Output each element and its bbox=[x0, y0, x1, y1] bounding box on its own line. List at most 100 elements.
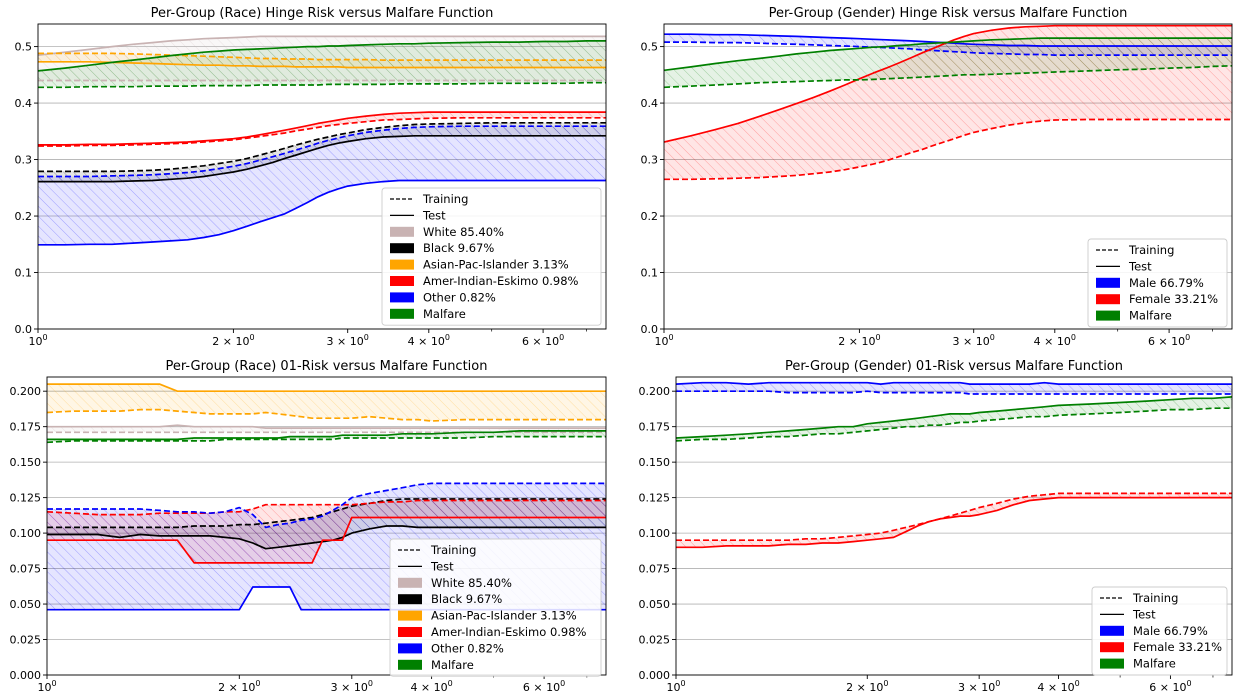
x-tick-label: 3 × 100 bbox=[958, 679, 1000, 691]
legend-swatch-female bbox=[1096, 294, 1120, 305]
axes-frame bbox=[46, 376, 607, 676]
line-female-test bbox=[664, 24, 1232, 143]
legend-label: Asian-Pac-Islander 3.13% bbox=[423, 258, 569, 272]
y-tick-label: 0.5 bbox=[641, 41, 659, 54]
legend-label: Malfare bbox=[1129, 309, 1172, 323]
line-black-training bbox=[38, 121, 606, 173]
x-tick-label: 2 × 100 bbox=[846, 679, 888, 691]
line-asian-pac-islander-test bbox=[38, 60, 606, 69]
legend-box bbox=[1087, 238, 1228, 328]
chart-title: Per-Group (Gender) 01-Risk versus Malfar… bbox=[785, 359, 1123, 374]
legend: Training Test White 85.40% Black 9.67% Asian… bbox=[381, 187, 602, 326]
legend-label: Test bbox=[422, 208, 446, 222]
line-other-training bbox=[47, 482, 606, 529]
y-tick-label: 0.0 bbox=[15, 323, 33, 336]
y-tick-label: 0.050 bbox=[10, 598, 42, 611]
legend-label: Black 9.67% bbox=[423, 241, 494, 255]
line-malfare-training bbox=[38, 81, 606, 89]
y-tick-label: 0.125 bbox=[639, 492, 671, 505]
legend-label: Female 33.21% bbox=[1133, 640, 1222, 654]
line-male-training bbox=[676, 390, 1232, 395]
y-tick-label: 0.100 bbox=[639, 527, 671, 540]
x-tick-label: 2 × 100 bbox=[218, 679, 260, 691]
y-tick-label: 0.4 bbox=[641, 97, 659, 110]
line-asian-pac-islander-test bbox=[47, 383, 606, 393]
chart-title: Per-Group (Race) 01-Risk versus Malfare … bbox=[166, 359, 488, 374]
line-malfare-test bbox=[676, 396, 1232, 439]
legend-swatch-asian-pac-islander bbox=[390, 259, 414, 270]
line-male-test bbox=[664, 33, 1232, 47]
line-malfare-test bbox=[38, 40, 606, 72]
legend-swatch-black bbox=[398, 594, 422, 605]
chart-panel-3: Per-Group (Race) 01-Risk versus Malfare … bbox=[10, 359, 607, 691]
x-tick-label: 100 bbox=[28, 333, 47, 348]
legend-box bbox=[389, 538, 602, 677]
legend-label: White 85.40% bbox=[431, 576, 512, 590]
legend-label: Amer-Indian-Eskimo 0.98% bbox=[423, 274, 579, 288]
y-tick-label: 0.025 bbox=[639, 634, 671, 647]
x-tick-label: 4 × 100 bbox=[410, 679, 452, 691]
line-white-test bbox=[38, 35, 606, 56]
x-tick-label: 100 bbox=[666, 679, 685, 691]
legend-label: Amer-Indian-Eskimo 0.98% bbox=[431, 625, 587, 639]
y-tick-label: 0.150 bbox=[10, 456, 42, 469]
x-tick-label: 3 × 100 bbox=[331, 679, 373, 691]
line-malfare-test bbox=[664, 37, 1232, 72]
line-black-test bbox=[47, 525, 606, 550]
band-malfare bbox=[664, 38, 1232, 88]
line-male-test bbox=[676, 381, 1232, 385]
legend-label: Test bbox=[430, 559, 454, 573]
legend-swatch-white bbox=[390, 226, 414, 237]
legend-swatch-asian-pac-islander bbox=[398, 610, 422, 621]
x-tick-label: 6 × 100 bbox=[1148, 333, 1190, 348]
x-tick-label: 4 × 100 bbox=[1037, 679, 1079, 691]
x-tick-label: 4 × 100 bbox=[1034, 333, 1076, 348]
line-amer-indian-eskimo-training bbox=[47, 499, 606, 516]
y-tick-label: 0.5 bbox=[15, 41, 33, 54]
axes-frame bbox=[663, 23, 1233, 330]
legend-swatch-malfare bbox=[390, 308, 414, 319]
line-malfare-training bbox=[664, 64, 1232, 89]
x-tick-label: 2 × 100 bbox=[838, 333, 880, 348]
y-tick-label: 0.175 bbox=[639, 421, 671, 434]
chart-title: Per-Group (Race) Hinge Risk versus Malfa… bbox=[151, 6, 494, 21]
legend-swatch-other bbox=[390, 292, 414, 303]
chart-panel-1: Per-Group (Race) Hinge Risk versus Malfa… bbox=[15, 6, 607, 348]
line-female-training bbox=[664, 118, 1232, 181]
x-tick-label: 2 × 100 bbox=[212, 333, 254, 348]
legend-label: Male 66.79% bbox=[1133, 624, 1208, 638]
legend-label: Female 33.21% bbox=[1129, 292, 1218, 306]
y-tick-label: 0.3 bbox=[641, 154, 659, 167]
legend-swatch-other bbox=[398, 643, 422, 654]
chart-panel-2: Per-Group (Gender) Hinge Risk versus Mal… bbox=[641, 6, 1233, 348]
x-tick-label: 6 × 100 bbox=[523, 679, 565, 691]
x-tick-label: 4 × 100 bbox=[408, 333, 450, 348]
band-male bbox=[676, 382, 1232, 394]
chart-title: Per-Group (Gender) Hinge Risk versus Mal… bbox=[769, 6, 1128, 21]
legend-swatch-amer-indian-eskimo bbox=[390, 276, 414, 286]
y-tick-label: 0.125 bbox=[10, 492, 42, 505]
line-other-training bbox=[38, 125, 606, 178]
legend-swatch-malfare bbox=[398, 659, 422, 670]
y-tick-label: 0.4 bbox=[15, 97, 33, 110]
y-tick-label: 0.1 bbox=[15, 267, 33, 280]
legend-label: Test bbox=[1128, 259, 1152, 273]
line-amer-indian-eskimo-test bbox=[47, 516, 606, 564]
y-tick-label: 0.150 bbox=[639, 456, 671, 469]
line-asian-pac-islander-training bbox=[47, 408, 606, 422]
y-tick-label: 0.025 bbox=[10, 634, 42, 647]
legend-swatch-white bbox=[398, 577, 422, 588]
legend-label: Male 66.79% bbox=[1129, 276, 1204, 290]
legend-label: Training bbox=[430, 543, 476, 557]
y-tick-label: 0.100 bbox=[10, 527, 42, 540]
x-tick-label: 6 × 100 bbox=[522, 333, 564, 348]
band-female bbox=[676, 493, 1232, 548]
legend-label: Asian-Pac-Islander 3.13% bbox=[431, 609, 577, 623]
line-black-training bbox=[47, 498, 606, 529]
line-malfare-training bbox=[47, 435, 606, 444]
line-black-test bbox=[38, 134, 606, 183]
legend-swatch-black bbox=[390, 243, 414, 254]
y-tick-label: 0.3 bbox=[15, 154, 33, 167]
y-tick-label: 0.075 bbox=[10, 563, 42, 576]
